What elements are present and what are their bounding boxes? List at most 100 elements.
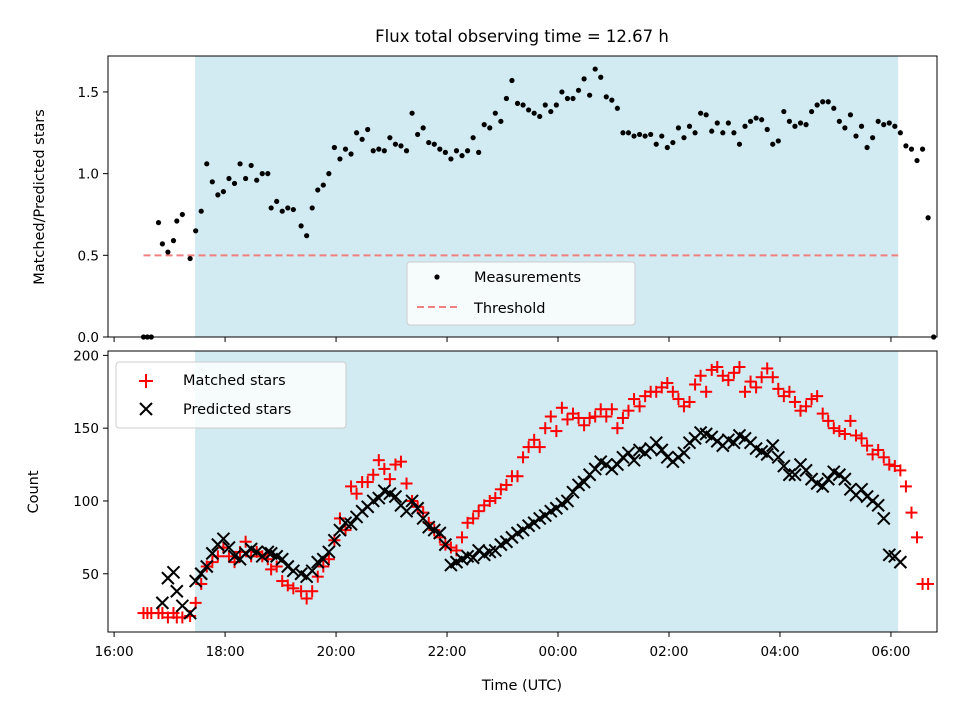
- matched-star-point: [394, 455, 407, 468]
- predicted-point-b: [275, 552, 289, 566]
- matched-star-point: [561, 413, 574, 426]
- measurement-point: [698, 110, 704, 116]
- legend-matched-label: Matched stars: [183, 373, 286, 389]
- measurement-point: [259, 171, 265, 177]
- predicted-point-b: [333, 523, 347, 537]
- matched-star-point: [550, 425, 563, 438]
- bottom-panel: 50 100 150 200 16:00 18:00 20:00 22:00 00:00 02:…: [26, 348, 938, 694]
- measurement-point: [908, 146, 915, 152]
- predicted-star-point: [466, 551, 480, 565]
- predicted-point-b: [410, 501, 425, 515]
- measurement-point: [248, 162, 254, 169]
- measurement-point: [370, 148, 376, 154]
- measurement-point: [165, 249, 171, 255]
- measurement-point: [781, 108, 787, 115]
- x-tick-label: 06:00: [871, 644, 910, 660]
- measurement-point: [170, 238, 177, 244]
- matched-star-point: [911, 531, 924, 544]
- predicted-point-b: [782, 468, 797, 482]
- matched-star-point: [500, 478, 513, 491]
- bottom-legend: Matched stars Predicted stars: [115, 361, 347, 429]
- measurement-point: [664, 144, 670, 151]
- bottom-y-tick-label: 50: [82, 567, 99, 583]
- bottom-y-axis: 50 100 150 200: [73, 348, 108, 583]
- matched-star-point: [572, 411, 585, 424]
- measurement-point: [759, 117, 765, 123]
- measurement-point: [653, 141, 659, 147]
- matched-star-point: [628, 393, 641, 406]
- measurement-point: [703, 112, 709, 118]
- measurement-point: [820, 99, 826, 105]
- matched-star-point: [287, 582, 300, 595]
- measurement-point: [886, 120, 892, 126]
- matched-star-point: [517, 451, 530, 464]
- matched-star-point: [389, 458, 402, 471]
- measurement-point: [636, 131, 643, 138]
- predicted-star-point: [316, 552, 331, 566]
- matched-star-point: [281, 579, 294, 592]
- predicted-star-point: [588, 462, 602, 476]
- matched-star-point: [761, 362, 774, 375]
- measurement-point: [403, 148, 410, 154]
- predicted-star-point: [170, 584, 184, 598]
- bottom-y-label: Count: [26, 470, 42, 513]
- top-legend-box: [406, 261, 636, 326]
- predicted-star-point: [799, 463, 813, 478]
- predicted-point-b: [286, 564, 301, 578]
- top-axes-frame: [107, 55, 938, 338]
- matched-star-point: [472, 505, 485, 518]
- matched-star-point: [383, 473, 396, 486]
- x-tick-label: 04:00: [761, 644, 800, 660]
- measurement-point: [614, 105, 620, 111]
- measurement-point: [420, 125, 426, 131]
- matched-star-point: [755, 371, 768, 384]
- matched-star-point: [816, 407, 829, 420]
- measurement-point: [714, 120, 720, 126]
- measurement-point: [265, 171, 271, 177]
- measurement-point: [392, 141, 399, 147]
- matched-star-point: [894, 464, 907, 477]
- measurement-point: [764, 126, 770, 133]
- measurement-point: [298, 223, 304, 229]
- measurement-point: [642, 133, 648, 139]
- measurement-point: [625, 130, 632, 136]
- measurement-point: [770, 141, 776, 147]
- measurement-point: [842, 125, 848, 131]
- matched-star-point: [372, 454, 385, 467]
- measurement-point: [193, 228, 199, 234]
- matched-star-point: [589, 410, 602, 423]
- bottom-legend-box: [115, 361, 347, 429]
- measurement-point: [459, 153, 465, 159]
- measurement-point: [198, 208, 204, 214]
- measurement-point: [775, 138, 781, 144]
- matched-star-point: [766, 371, 779, 384]
- measurement-point: [919, 146, 926, 152]
- measurement-point: [381, 148, 387, 154]
- predicted-star-point: [216, 532, 231, 546]
- legend-predicted-label: Predicted stars: [183, 402, 291, 418]
- predicted-star-point: [838, 472, 852, 486]
- measurement-point: [858, 123, 865, 129]
- matched-star-point: [922, 577, 935, 590]
- predicted-point-b: [344, 517, 358, 531]
- predicted-point-b: [632, 443, 647, 457]
- predicted-star-point: [766, 438, 780, 453]
- measurement-point: [692, 130, 698, 136]
- predicted-point-b: [766, 438, 780, 453]
- measurement-point: [542, 102, 548, 108]
- predicted-point-b: [827, 465, 841, 479]
- predicted-point-b: [727, 436, 741, 450]
- measurement-point: [268, 205, 274, 211]
- matched-star-point: [772, 382, 785, 395]
- predicted-star-point: [649, 436, 663, 450]
- measurement-point: [648, 131, 654, 138]
- measurement-point: [331, 144, 337, 151]
- predicted-point-b: [194, 567, 208, 581]
- measurement-point: [155, 220, 162, 226]
- matched-star-point: [877, 451, 890, 464]
- predicted-point-b: [294, 567, 308, 581]
- measurement-point: [520, 102, 526, 108]
- predicted-point-b: [677, 446, 691, 460]
- measurement-point: [747, 118, 754, 124]
- matched-star-point: [539, 422, 552, 435]
